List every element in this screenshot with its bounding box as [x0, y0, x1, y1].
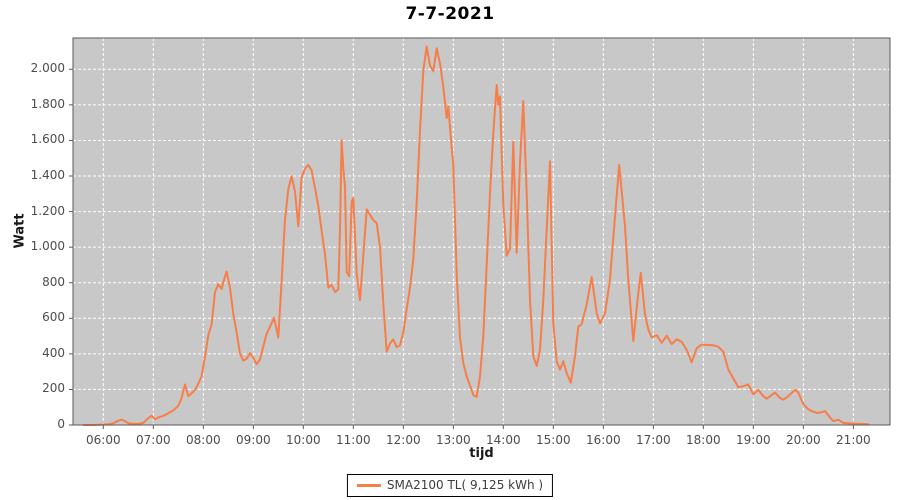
legend-label: SMA2100 TL( 9,125 kWh ) — [386, 478, 544, 492]
y-tick-label: 0 — [57, 417, 65, 431]
x-tick-label: 17:00 — [636, 433, 671, 447]
x-tick-label: 12:00 — [386, 433, 421, 447]
x-tick-label: 14:00 — [486, 433, 521, 447]
plot-frame — [72, 37, 891, 426]
legend: SMA2100 TL( 9,125 kWh ) — [346, 474, 554, 497]
x-tick-label: 06:00 — [86, 433, 121, 447]
y-tick-label: 1.200 — [30, 203, 65, 218]
x-tick-label: 19:00 — [736, 433, 771, 447]
legend-line-swatch — [356, 483, 381, 487]
series-line — [82, 45, 870, 426]
y-tick-label: 2.000 — [30, 61, 65, 76]
x-axis-title: tijd — [469, 446, 494, 461]
y-tick-label: 600 — [42, 310, 65, 325]
x-tick-label: 11:00 — [336, 433, 371, 447]
x-tick-label: 21:00 — [836, 433, 871, 447]
x-tick-label: 08:00 — [186, 433, 221, 447]
x-tick-label: 07:00 — [136, 433, 171, 447]
y-tick-label: 200 — [42, 381, 65, 396]
x-tick-label: 10:00 — [286, 433, 321, 447]
y-tick-label: 1.000 — [30, 239, 65, 254]
chart-title: 7-7-2021 — [405, 4, 495, 24]
x-tick-label: 18:00 — [686, 433, 721, 447]
x-tick-label: 15:00 — [536, 433, 571, 447]
y-tick-label: 1.800 — [30, 96, 65, 111]
y-tick-label: 400 — [42, 345, 65, 360]
x-tick-label: 13:00 — [436, 433, 471, 447]
x-tick-label: 20:00 — [786, 433, 821, 447]
y-tick-label: 1.400 — [30, 168, 65, 182]
y-tick-label: 800 — [42, 274, 65, 289]
x-tick-label: 16:00 — [586, 433, 621, 447]
y-tick-label: 1.600 — [30, 132, 65, 147]
x-tick-label: 09:00 — [236, 433, 271, 447]
